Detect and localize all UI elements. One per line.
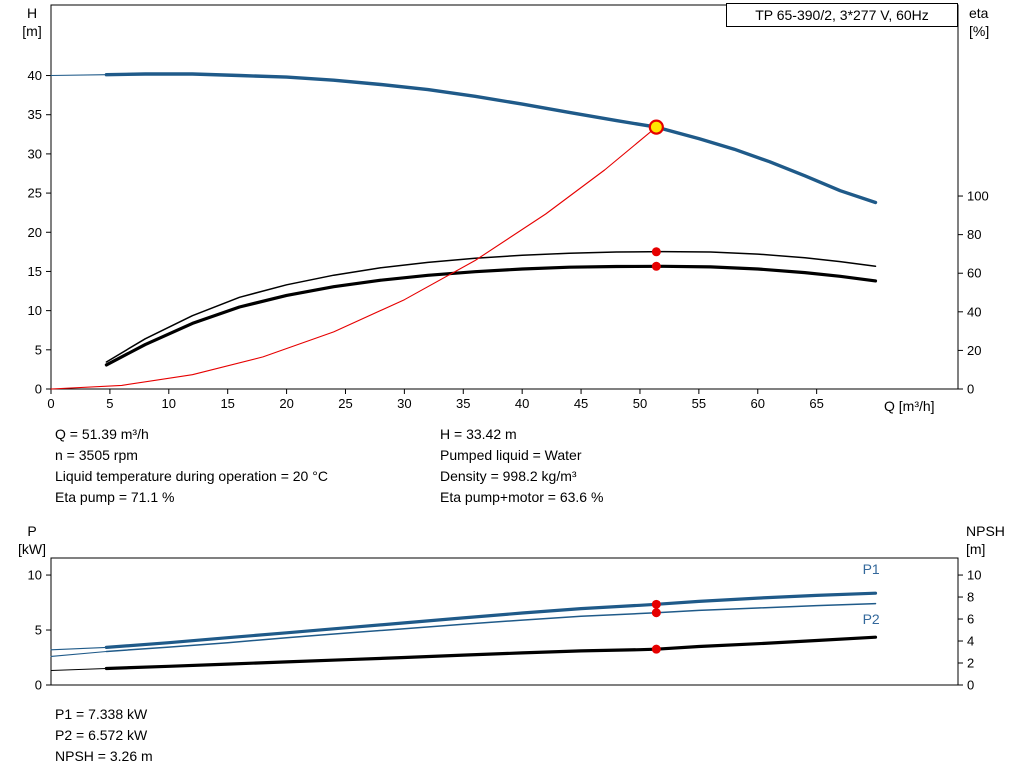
eta-pump-motor-curve (104, 264, 878, 367)
right-tick-label: 4 (967, 634, 974, 649)
p2-duty-dot (651, 608, 661, 618)
p1-curve (104, 591, 878, 650)
left-tick-label: 35 (28, 107, 42, 122)
left-tick-label: 0 (35, 382, 42, 397)
x-tick-label: 15 (220, 396, 234, 411)
power-info-block: P1 = 7.338 kW P2 = 6.572 kW NPSH = 3.26 … (55, 704, 153, 767)
x-tick-label: 40 (515, 396, 529, 411)
duty-info-right: H = 33.42 m Pumped liquid = Water Densit… (440, 424, 603, 508)
p1-readout: P1 = 7.338 kW (55, 706, 148, 722)
npsh-curve-lead (50, 667, 107, 672)
eta-axis-label-line1: eta (969, 5, 989, 21)
npsh-duty-dot (651, 644, 661, 654)
x-tick-label: 45 (574, 396, 588, 411)
hq-curve (104, 72, 878, 205)
x-tick-label: 10 (162, 396, 176, 411)
h-axis-label-line1: H (26, 5, 38, 21)
right-tick-label: 8 (967, 590, 974, 605)
x-tick-label: 5 (106, 396, 113, 411)
x-tick-label: 55 (692, 396, 706, 411)
x-tick-label: 35 (456, 396, 470, 411)
right-tick-label: 10 (967, 568, 981, 583)
eta-pump-motor-readout: Eta pump+motor = 63.6 % (440, 489, 604, 505)
right-tick-label: 6 (967, 612, 974, 627)
hq-eta-chart-plot-area (50, 4, 959, 390)
x-tick-label: 60 (751, 396, 765, 411)
eta-pump-motor-duty-dot (651, 261, 661, 271)
left-tick-label: 5 (35, 342, 42, 357)
x-tick-label: 65 (809, 396, 823, 411)
eta-pump-readout: Eta pump = 71.1 % (55, 489, 175, 505)
duty-info-left: Q = 51.39 m³/h n = 3505 rpm Liquid tempe… (55, 424, 328, 508)
p-axis-label-line2: [kW] (18, 541, 46, 557)
left-tick-label: 0 (35, 678, 42, 693)
x-tick-label: 30 (397, 396, 411, 411)
p1-label: P1 (863, 561, 880, 577)
left-tick-label: 30 (28, 146, 42, 161)
left-tick-label: 10 (28, 303, 42, 318)
h-readout: H = 33.42 m (440, 426, 517, 442)
x-tick-label: 50 (633, 396, 647, 411)
q-axis-label: Q [m³/h] (884, 398, 935, 414)
q-readout: Q = 51.39 m³/h (55, 426, 149, 442)
p-axis-label: P [kW] (16, 522, 48, 558)
pumped-liquid-readout: Pumped liquid = Water (440, 447, 582, 463)
eta-pump-duty-dot (651, 247, 661, 257)
npsh-axis-label-line2: [m] (966, 541, 986, 557)
pump-type-label: TP 65-390/2, 3*277 V, 60Hz (726, 3, 958, 27)
x-tick-label: 20 (279, 396, 293, 411)
left-tick-label: 20 (28, 225, 42, 240)
x-tick-label: 0 (47, 396, 54, 411)
left-tick-label: 25 (28, 186, 42, 201)
p2-curve (105, 602, 877, 653)
hq-curve-lead (50, 74, 107, 77)
h-axis-label: H [m] (20, 4, 44, 40)
npsh-readout: NPSH = 3.26 m (55, 748, 153, 764)
left-tick-label: 40 (28, 68, 42, 83)
liquid-temp-readout: Liquid temperature during operation = 20… (55, 468, 328, 484)
p1-duty-dot (651, 599, 661, 609)
p-axis-label-line1: P (27, 523, 37, 539)
density-readout: Density = 998.2 kg/m³ (440, 468, 577, 484)
system-curve (50, 126, 657, 390)
left-tick-label: 10 (28, 568, 42, 583)
npsh-axis-label-line1: NPSH (966, 523, 1005, 539)
left-tick-label: 15 (28, 264, 42, 279)
right-tick-label: 100 (967, 189, 989, 204)
right-tick-label: 40 (967, 304, 981, 319)
right-tick-label: 2 (967, 656, 974, 671)
eta-axis-label-line2: [%] (969, 23, 990, 39)
x-tick-label: 25 (338, 396, 352, 411)
right-tick-label: 0 (967, 382, 974, 397)
speed-readout: n = 3505 rpm (55, 447, 138, 463)
right-tick-label: 0 (967, 678, 974, 693)
npsh-axis-label: NPSH [m] (966, 522, 1016, 558)
h-axis-label-line2: [m] (22, 23, 42, 39)
p2-readout: P2 = 6.572 kW (55, 727, 148, 743)
eta-axis-label: eta [%] (969, 4, 1009, 40)
npsh-curve (104, 635, 878, 671)
p2-label: P2 (863, 611, 880, 627)
right-tick-label: 60 (967, 266, 981, 281)
right-tick-label: 20 (967, 343, 981, 358)
p2-curve-lead (50, 650, 107, 657)
eta-pump-curve (105, 250, 877, 363)
left-tick-label: 5 (35, 623, 42, 638)
right-tick-label: 80 (967, 227, 981, 242)
p1-curve-lead (50, 646, 107, 651)
duty-point-marker (648, 119, 664, 135)
